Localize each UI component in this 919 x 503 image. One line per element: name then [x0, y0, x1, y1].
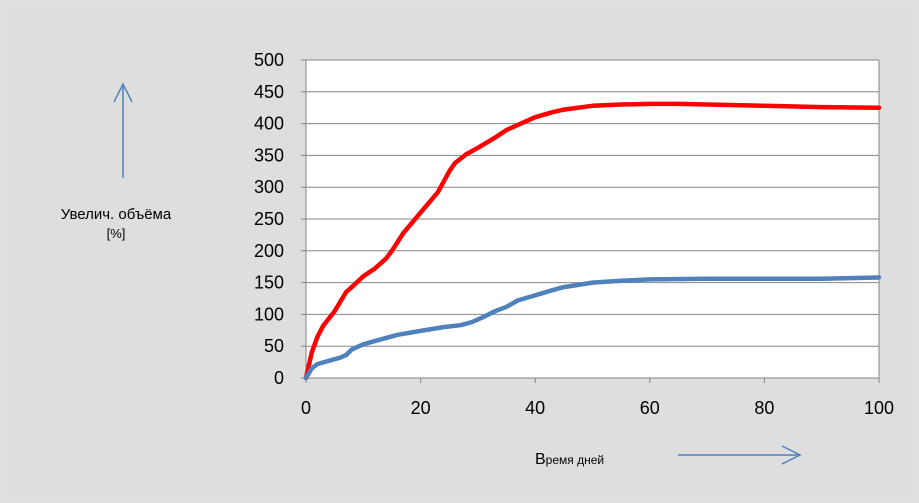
y-tick-label-350: 350 — [254, 145, 284, 165]
y-tick-labels: 0 50 100 150 200 250 300 350 400 450 500 — [254, 50, 284, 388]
x-tick-label-40: 40 — [525, 398, 545, 418]
x-tick-label-60: 60 — [640, 398, 660, 418]
y-tick-label-50: 50 — [264, 336, 284, 356]
x-tick-label-0: 0 — [301, 398, 311, 418]
x-axis-arrow — [678, 445, 802, 465]
y-tick-label-150: 150 — [254, 273, 284, 293]
y-tick-label-400: 400 — [254, 114, 284, 134]
y-axis-arrow — [113, 82, 133, 178]
x-axis-label: Время дней — [535, 451, 604, 469]
x-tick-label-80: 80 — [754, 398, 774, 418]
y-axis-label-line1: Увелич. объёма — [60, 206, 172, 223]
grid-lines — [301, 59, 880, 383]
y-tick-label-300: 300 — [254, 177, 284, 197]
y-tick-label-200: 200 — [254, 241, 284, 261]
x-axis-label-rest: ремя дней — [545, 453, 605, 467]
y-axis-label-line2: [%] — [106, 226, 126, 241]
x-tick-label-20: 20 — [411, 398, 431, 418]
series-line-1 — [303, 101, 882, 381]
y-axis-label: Увелич. объёма [%] — [36, 205, 196, 243]
y-tick-label-250: 250 — [254, 209, 284, 229]
series-lines — [303, 101, 882, 381]
x-tick-labels: 0 20 40 60 80 100 — [301, 398, 894, 418]
y-tick-label-100: 100 — [254, 304, 284, 324]
x-axis-label-first-letter: В — [535, 451, 546, 468]
y-tick-label-0: 0 — [274, 368, 284, 388]
series-line-2 — [303, 275, 882, 381]
y-tick-label-450: 450 — [254, 82, 284, 102]
x-tick-label-100: 100 — [864, 398, 894, 418]
y-tick-label-500: 500 — [254, 50, 284, 70]
